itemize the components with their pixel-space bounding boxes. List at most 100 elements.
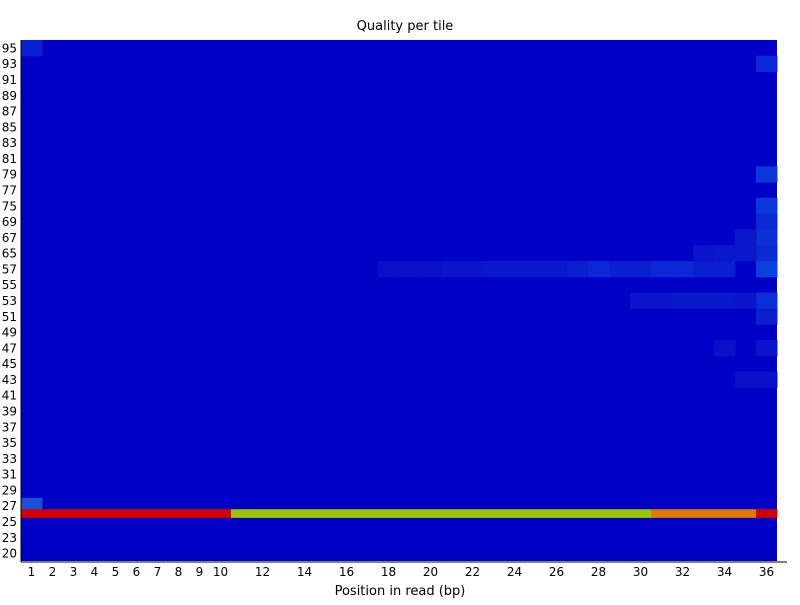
heatmap-cell xyxy=(462,261,484,278)
y-tick-label: 45 xyxy=(2,357,17,371)
y-tick-label: 69 xyxy=(2,215,17,229)
heatmap-cell xyxy=(483,261,505,278)
x-tick-label: 28 xyxy=(591,565,606,579)
heatmap-cell xyxy=(714,261,736,278)
heatmap-cell xyxy=(651,292,673,309)
x-tick-label: 12 xyxy=(255,565,270,579)
heatmap-cell xyxy=(756,229,778,246)
heatmap-cell xyxy=(735,292,757,309)
heatmap-cell xyxy=(588,261,610,278)
heatmap-highlight-cell xyxy=(651,509,757,518)
y-tick-label: 87 xyxy=(2,105,17,119)
y-tick-label: 85 xyxy=(2,120,17,134)
x-tick-label: 7 xyxy=(154,565,162,579)
heatmap-cell xyxy=(546,261,568,278)
y-tick-label: 51 xyxy=(2,310,17,324)
heatmap-cell xyxy=(693,245,715,262)
y-tick-label: 37 xyxy=(2,420,17,434)
heatmap-cell xyxy=(756,261,778,278)
heatmap-cell xyxy=(420,261,442,278)
heatmap-cell xyxy=(714,292,736,309)
y-tick-label: 57 xyxy=(2,262,17,276)
y-tick-label: 67 xyxy=(2,231,17,245)
heatmap-cells xyxy=(21,40,778,518)
y-tick-label: 31 xyxy=(2,468,17,482)
heatmap-cell xyxy=(693,261,715,278)
y-tick-label: 55 xyxy=(2,278,17,292)
y-tick-label: 41 xyxy=(2,389,17,403)
y-tick-label: 25 xyxy=(2,515,17,529)
heatmap-cell xyxy=(378,261,400,278)
x-tick-label: 18 xyxy=(381,565,396,579)
x-axis-ticks: 1 2 3 4 5 6 7 8 9 10 12 14 16 18 20 22 24 26 28 30 32 34 36 xyxy=(28,565,774,579)
y-tick-label: 93 xyxy=(2,57,17,71)
heatmap-cell xyxy=(21,40,43,57)
heatmap-cell xyxy=(756,308,778,325)
y-tick-label: 20 xyxy=(2,547,17,561)
y-tick-label: 83 xyxy=(2,136,17,150)
heatmap-cell xyxy=(504,261,526,278)
heatmap-cell xyxy=(630,261,652,278)
x-tick-label: 16 xyxy=(339,565,354,579)
y-tick-label: 43 xyxy=(2,373,17,387)
x-tick-label: 22 xyxy=(465,565,480,579)
heatmap-cell xyxy=(756,166,778,183)
heatmap-cell xyxy=(630,292,652,309)
heatmap-cell xyxy=(441,261,463,278)
x-tick-label: 2 xyxy=(49,565,57,579)
heatmap-cell xyxy=(714,339,736,357)
y-tick-label: 81 xyxy=(2,152,17,166)
heatmap-cell xyxy=(735,371,757,388)
heatmap-highlight-cell xyxy=(756,509,778,518)
y-tick-label: 75 xyxy=(2,199,17,213)
y-tick-label: 49 xyxy=(2,326,17,340)
x-tick-label: 20 xyxy=(423,565,438,579)
x-tick-label: 1 xyxy=(28,565,36,579)
heatmap-cell xyxy=(672,261,694,278)
heatmap-cell xyxy=(756,292,778,309)
x-tick-label: 36 xyxy=(759,565,774,579)
heatmap-highlight-cell xyxy=(231,509,652,518)
x-tick-label: 6 xyxy=(133,565,141,579)
y-tick-label: 65 xyxy=(2,247,17,261)
heatmap-cell xyxy=(672,292,694,309)
y-tick-label: 33 xyxy=(2,452,17,466)
heatmap-cell xyxy=(525,261,547,278)
x-tick-label: 4 xyxy=(91,565,99,579)
x-tick-label: 9 xyxy=(196,565,204,579)
heatmap-cell xyxy=(756,245,778,262)
x-tick-label: 34 xyxy=(717,565,732,579)
heatmap-cell xyxy=(756,371,778,388)
heatmap-cell xyxy=(651,261,673,278)
y-tick-label: 77 xyxy=(2,183,17,197)
heatmap-cell xyxy=(609,261,631,278)
y-tick-label: 29 xyxy=(2,483,17,497)
x-tick-label: 32 xyxy=(675,565,690,579)
heatmap-cell xyxy=(756,55,778,73)
y-tick-label: 95 xyxy=(2,41,17,55)
x-tick-label: 26 xyxy=(549,565,564,579)
chart-title: Quality per tile xyxy=(357,19,454,34)
x-tick-label: 14 xyxy=(297,565,312,579)
x-tick-label: 5 xyxy=(112,565,120,579)
heatmap-cell xyxy=(399,261,421,278)
axes xyxy=(20,40,787,563)
heatmap-highlight-cell xyxy=(21,509,232,518)
heatmap-cell xyxy=(756,213,778,230)
y-tick-label: 39 xyxy=(2,405,17,419)
heatmap-cell xyxy=(735,245,757,262)
y-tick-label: 89 xyxy=(2,89,17,103)
heatmap-cell xyxy=(735,229,757,246)
y-tick-label: 91 xyxy=(2,73,17,87)
heatmap-cell xyxy=(693,292,715,309)
x-tick-label: 24 xyxy=(507,565,522,579)
y-tick-label: 35 xyxy=(2,436,17,450)
y-tick-label: 47 xyxy=(2,341,17,355)
x-tick-label: 10 xyxy=(213,565,228,579)
x-tick-label: 30 xyxy=(633,565,648,579)
y-tick-label: 79 xyxy=(2,168,17,182)
heatmap-cell xyxy=(756,339,778,357)
y-axis-ticks: 9593918987858381797775696765575553514947… xyxy=(2,41,17,560)
